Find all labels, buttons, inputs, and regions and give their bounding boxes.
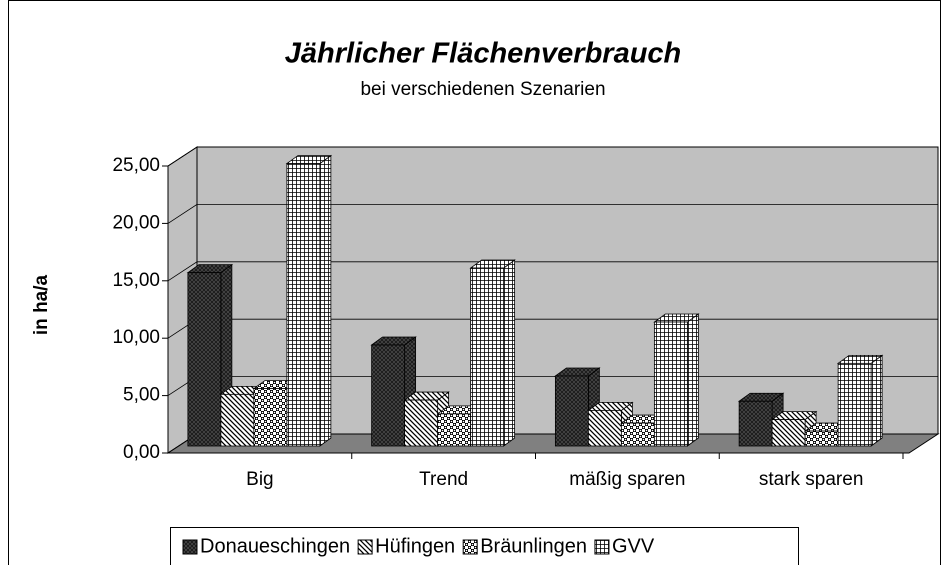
grid-line (167, 203, 938, 224)
bar (286, 163, 321, 447)
x-tick-label: mäßig sparen (569, 469, 685, 490)
grid-line (167, 146, 938, 167)
y-tick-label: 20,00 (112, 212, 160, 233)
bar (653, 321, 688, 447)
y-tick-label: 15,00 (112, 270, 160, 291)
grid-line (167, 261, 938, 282)
y-tick-label: 10,00 (112, 327, 160, 348)
bar (837, 362, 872, 447)
y-axis-label: in ha/a (31, 274, 52, 335)
y-tick-label: 0,00 (123, 442, 160, 463)
bar (620, 422, 655, 447)
bar (220, 393, 255, 447)
bar-side (503, 259, 516, 447)
chart-subtitle: bei verschiedenen Szenarien (360, 79, 605, 100)
bar (437, 413, 472, 447)
y-tick-label: 25,00 (112, 155, 160, 176)
bar (771, 419, 806, 447)
legend-items: Donaueschingen Hüfingen Bräunlingen GVV (182, 535, 655, 557)
x-tick-label: Big (246, 469, 273, 490)
bar (587, 410, 622, 447)
bar (404, 399, 439, 447)
legend-label: Hüfingen (375, 535, 455, 557)
bar-side (870, 354, 883, 447)
y-tick-label: 5,00 (123, 385, 160, 406)
legend-label: Donaueschingen (200, 535, 350, 557)
x-tick-label: Trend (419, 469, 468, 490)
bar (253, 388, 288, 447)
bar (804, 430, 839, 447)
legend-marker (462, 539, 478, 555)
legend-marker (357, 539, 373, 555)
plot-area: 0,00 5,00 10,00 15,00 20,00 25,00 Big Trend mäßi… (112, 146, 940, 490)
legend-marker (594, 539, 610, 555)
bar (738, 400, 773, 447)
bar (470, 267, 505, 447)
bar-side (319, 154, 332, 447)
legend-marker (182, 539, 198, 555)
legend-label: Bräunlingen (480, 535, 587, 557)
legend-label: GVV (612, 535, 655, 557)
bar (371, 344, 406, 447)
x-tick-label: stark sparen (759, 469, 864, 490)
bar (187, 272, 222, 447)
legend (170, 527, 799, 565)
bar (554, 375, 589, 447)
bar-side (686, 313, 699, 447)
chart-title: Jährlicher Flächenverbrauch (285, 38, 682, 70)
